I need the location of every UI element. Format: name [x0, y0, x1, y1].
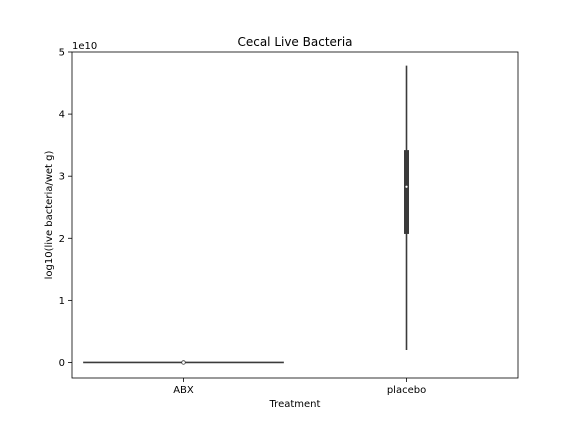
y-tick-label: 1	[59, 296, 65, 307]
axes-frame	[71, 51, 519, 379]
median-point	[181, 360, 186, 365]
y-axis-label: log10(live bacteria/wet g)	[44, 151, 55, 280]
y-tick-label: 4	[59, 110, 65, 121]
y-tick-label: 3	[59, 172, 65, 183]
x-tick-label: placebo	[387, 385, 426, 396]
y-offset-label: 1e10	[72, 41, 97, 52]
chart-title: Cecal Live Bacteria	[237, 35, 352, 49]
y-tick-label: 5	[59, 48, 65, 59]
plot-area: 0 1 2 3 4 5 ABX placebo	[59, 48, 519, 396]
median-point	[405, 185, 408, 188]
y-tick-label: 2	[59, 234, 65, 245]
x-tick-label: ABX	[173, 385, 194, 396]
x-axis-label: Treatment	[269, 399, 321, 410]
violin-box	[404, 150, 409, 234]
y-tick-label: 0	[59, 358, 65, 369]
